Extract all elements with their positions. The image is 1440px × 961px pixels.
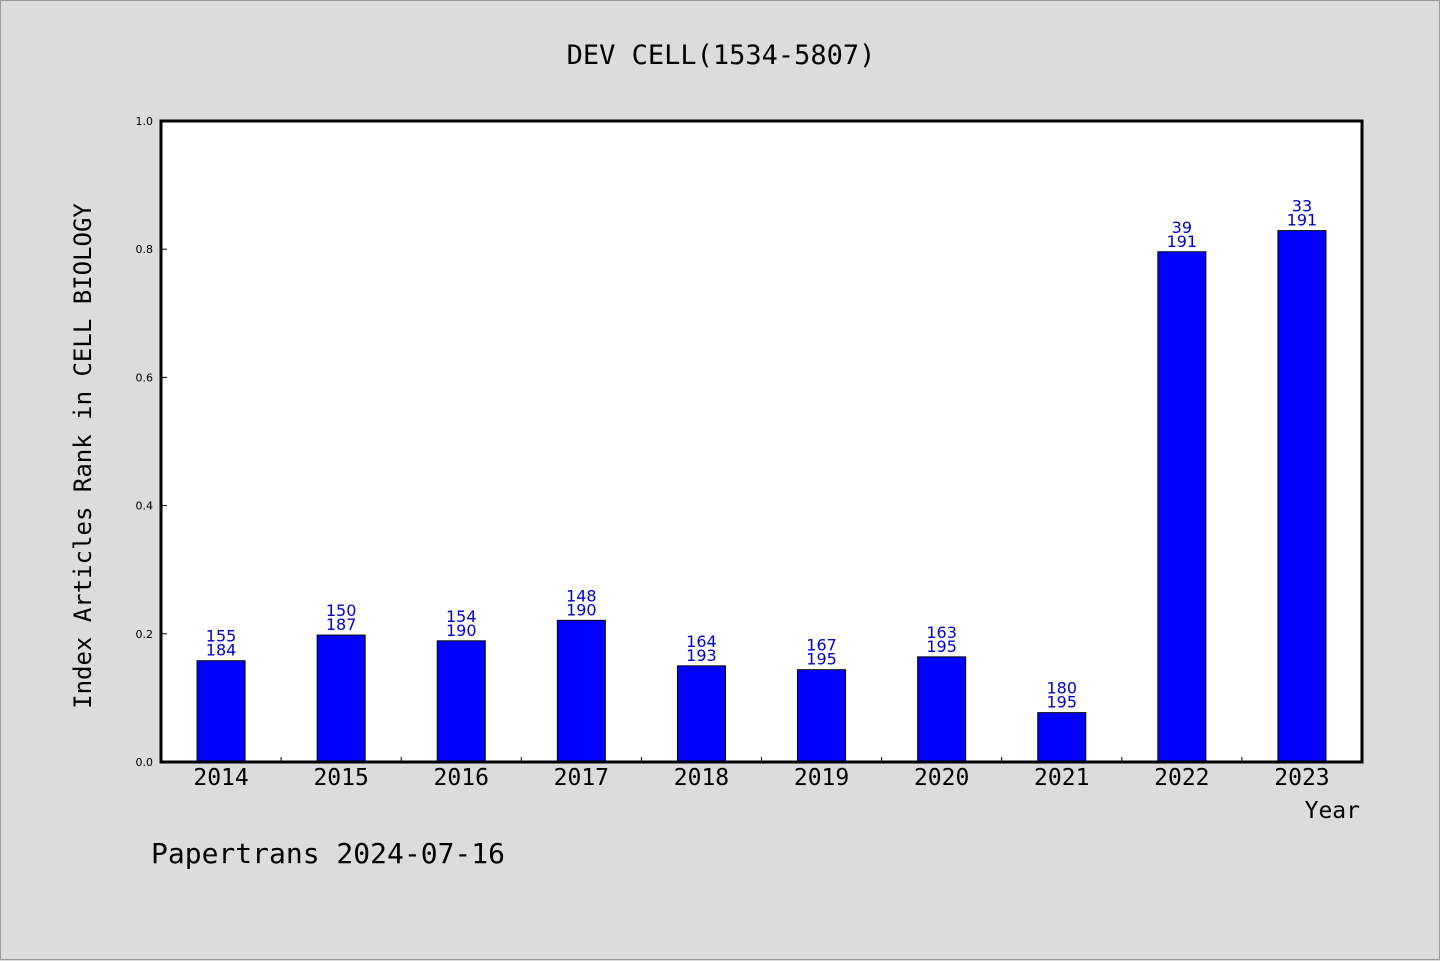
x-tick-label: 2020: [914, 765, 969, 791]
bar-label-top: 155: [206, 627, 237, 646]
bar-label-bottom: 190: [566, 600, 597, 619]
bar-label-bottom: 190: [446, 621, 477, 640]
x-tick-label: 2022: [1154, 765, 1209, 791]
y-axis-label: Index Articles Rank in CELL BIOLOGY: [69, 203, 97, 709]
x-tick-label: 2023: [1274, 765, 1329, 791]
x-tick-label: 2018: [674, 765, 729, 791]
y-tick-label: 0.0: [136, 756, 154, 769]
bar: [676, 665, 726, 763]
y-tick-label: 0.8: [136, 243, 154, 256]
chart-title: DEV CELL(1534-5807): [567, 40, 876, 71]
x-tick-label: 2014: [193, 765, 248, 791]
bar-label-top: 33: [1292, 197, 1312, 216]
y-tick-label: 0.4: [136, 500, 154, 513]
bar: [1277, 230, 1327, 763]
bar-label-bottom: 195: [926, 637, 957, 656]
bar: [316, 634, 366, 763]
y-tick-label: 0.6: [136, 371, 154, 384]
bar-label-top: 150: [326, 601, 357, 620]
x-tick-label: 2021: [1034, 765, 1089, 791]
bar-label-top: 154: [446, 607, 477, 626]
bar-label-bottom: 191: [1287, 211, 1318, 230]
y-tick-label: 1.0: [136, 115, 154, 128]
x-tick-label: 2015: [313, 765, 368, 791]
bar: [917, 656, 967, 763]
plot-border: [159, 119, 1364, 764]
bar-label-top: 163: [926, 623, 957, 642]
bar: [436, 640, 486, 763]
bar: [1037, 712, 1087, 763]
bar: [797, 669, 847, 763]
bar-label-bottom: 184: [206, 641, 237, 660]
bar-label-bottom: 191: [1167, 232, 1198, 251]
x-tick-label: 2019: [794, 765, 849, 791]
x-axis-label: Year: [1305, 798, 1360, 824]
bar-label-top: 167: [806, 636, 837, 655]
bar: [1157, 251, 1207, 763]
bar-label-bottom: 195: [806, 650, 837, 669]
footer-text: Papertrans 2024-07-16: [151, 837, 505, 870]
bar-label-top: 164: [686, 632, 717, 651]
bar-label-bottom: 187: [326, 615, 357, 634]
bar-label-top: 39: [1172, 218, 1192, 237]
bar: [556, 619, 606, 763]
x-tick-label: 2016: [434, 765, 489, 791]
bar-label-bottom: 193: [686, 646, 717, 665]
bar-label-top: 180: [1046, 679, 1077, 698]
x-tick-label: 2017: [554, 765, 609, 791]
bar-label-bottom: 195: [1046, 693, 1077, 712]
y-tick-label: 0.2: [136, 628, 154, 641]
bar-label-top: 148: [566, 586, 597, 605]
bar: [196, 660, 246, 763]
